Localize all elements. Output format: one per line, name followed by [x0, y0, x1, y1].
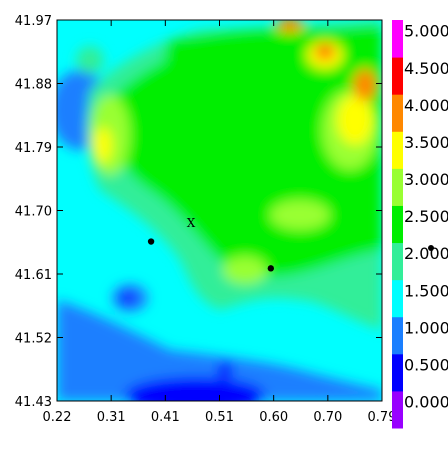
colorbar-label: 2.500: [404, 207, 448, 226]
colorbar-label: 4.000: [404, 96, 448, 115]
x-tick-label: 0.31: [97, 410, 126, 425]
colorbar-label: 0.500: [404, 356, 448, 375]
x-tick-label: 0.51: [205, 410, 234, 425]
y-tick-label: 41.52: [15, 332, 52, 347]
y-tick-label: 41.61: [15, 268, 52, 283]
data-point: [147, 238, 155, 245]
colorbar-swatch: [392, 168, 403, 206]
data-point: [267, 265, 275, 272]
x-tick-label: 0.41: [151, 410, 180, 425]
annotation-label: X: [187, 216, 196, 230]
colorbar: 0.000 0.500 1.000 1.500 2.000 2.500 3.000 3.500…: [392, 20, 448, 429]
colorbar-swatch: [392, 205, 403, 244]
y-tick-label: 41.43: [15, 395, 52, 410]
colorbar-swatch: [392, 279, 403, 318]
y-tick-label: 41.88: [15, 78, 52, 93]
x-tick-label: 0.60: [259, 410, 288, 425]
colorbar-label: 3.500: [404, 133, 448, 152]
y-tick-label: 41.79: [15, 141, 52, 156]
colorbar-label: 3.000: [404, 170, 448, 189]
colorbar-label: 1.500: [404, 281, 448, 300]
colorbar-label: 5.000: [404, 22, 448, 41]
legend-dot-marker: [428, 245, 434, 251]
colorbar-label: 0.000: [404, 393, 448, 412]
colorbar-swatch: [392, 94, 403, 132]
x-tick-label: 0.70: [313, 410, 342, 425]
heatmap-field: [57, 20, 382, 401]
colorbar-swatch: [392, 353, 403, 392]
y-axis-ticks: 41.97 41.88 41.79 41.70 41.61 41.52 41.43: [15, 14, 382, 410]
colorbar-swatch: [392, 131, 403, 169]
y-tick-label: 41.97: [15, 14, 52, 29]
point-marks: X: [147, 216, 275, 272]
x-tick-label: 0.79: [368, 410, 397, 425]
colorbar-swatch: [392, 316, 403, 355]
colorbar-label: 2.000: [404, 244, 448, 263]
colorbar-swatch: [392, 390, 403, 429]
colorbar-swatch: [392, 57, 403, 95]
colorbar-label: 4.500: [404, 59, 448, 78]
x-tick-label: 0.22: [43, 410, 72, 425]
colorbar-swatch: [392, 20, 403, 58]
colorbar-swatch: [392, 242, 403, 281]
x-axis-ticks: 0.22 0.31 0.41 0.51 0.60 0.70 0.79: [43, 20, 397, 425]
y-tick-label: 41.70: [15, 205, 52, 220]
colorbar-label: 1.000: [404, 318, 448, 337]
